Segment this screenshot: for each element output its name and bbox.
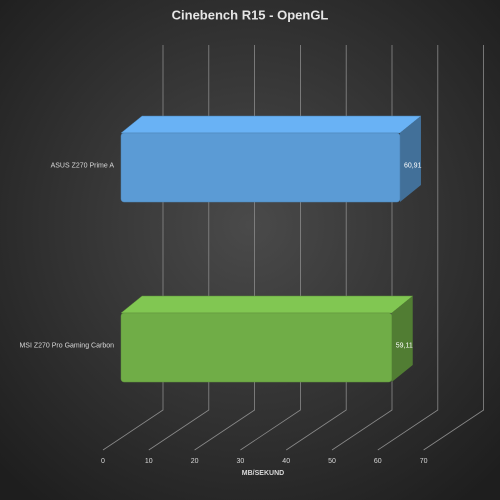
- grid-line: [423, 45, 485, 451]
- bar-side: [399, 116, 421, 202]
- bar: [120, 312, 392, 383]
- x-tick-label: 50: [328, 458, 336, 465]
- y-tick-label: MSI Z270 Pro Gaming Carbon: [19, 342, 114, 349]
- value-label: 59,11: [396, 342, 413, 349]
- bar-top: [120, 115, 422, 134]
- x-tick-label: 60: [374, 458, 382, 465]
- grid-line: [377, 45, 439, 451]
- x-tick-label: 0: [101, 458, 105, 465]
- y-tick-label: ASUS Z270 Prime A: [51, 162, 115, 169]
- bar-top: [120, 295, 414, 314]
- x-tick-label: 30: [237, 458, 245, 465]
- x-tick-label: 20: [191, 458, 199, 465]
- bar: [120, 132, 401, 203]
- chart-title: Cinebench R15 - OpenGL: [172, 7, 329, 22]
- x-tick-label: 40: [282, 458, 290, 465]
- value-label: 60,91: [404, 162, 422, 169]
- x-tick-label: 70: [420, 458, 428, 465]
- x-tick-label: 10: [145, 458, 153, 465]
- x-axis-label: MB/SEKUND: [242, 470, 284, 477]
- bar-side: [391, 296, 413, 382]
